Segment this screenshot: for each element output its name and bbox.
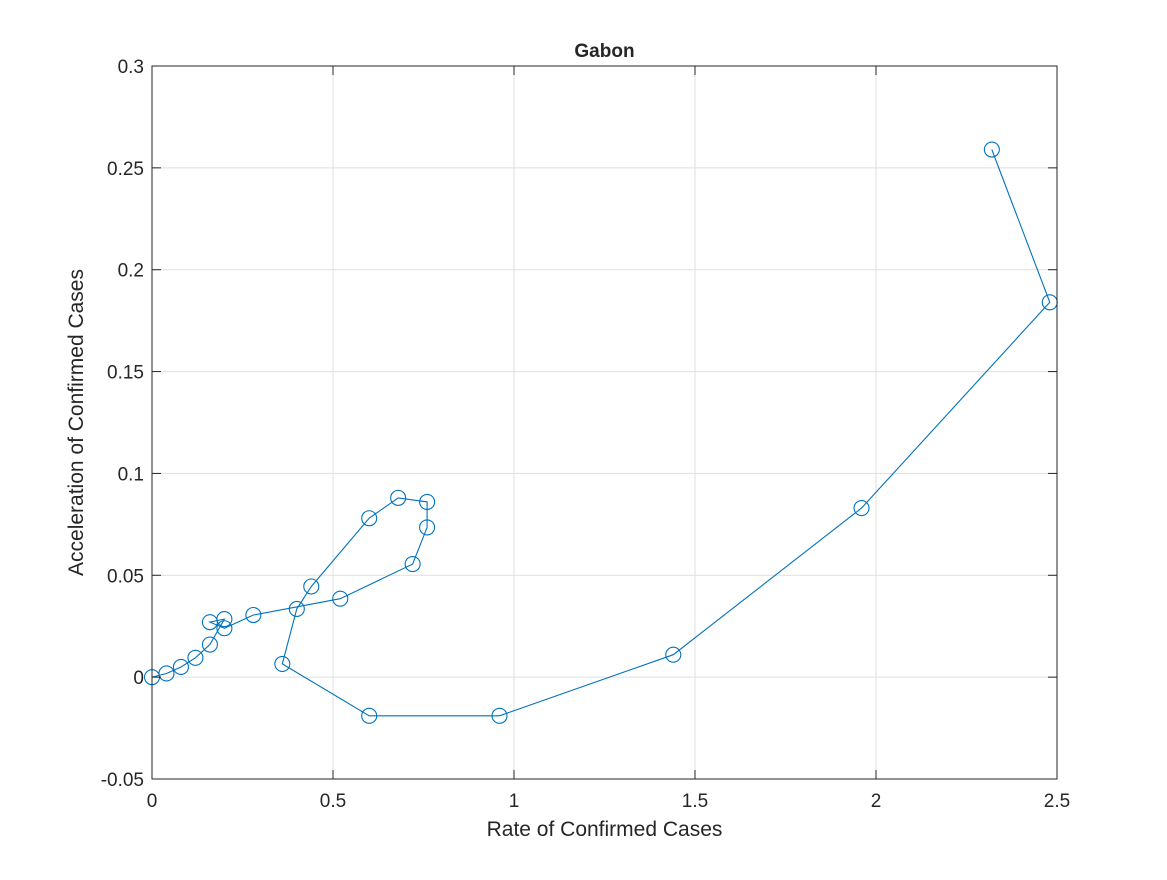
x-tick-label: 2 xyxy=(871,791,882,812)
data-point-marker xyxy=(390,489,407,506)
axes-background xyxy=(152,66,1057,779)
x-tick-label: 1.5 xyxy=(682,791,708,812)
x-tick-label: 0 xyxy=(147,791,158,812)
data-point-marker xyxy=(201,636,218,653)
y-tick-label: 0.1 xyxy=(118,464,144,485)
data-point-marker xyxy=(361,510,378,527)
data-point-marker xyxy=(665,646,682,663)
series-line xyxy=(151,149,1051,717)
x-axis-label: Rate of Confirmed Cases xyxy=(487,818,723,841)
y-tick-label: 0 xyxy=(133,668,144,689)
y-tick-label: -0.05 xyxy=(101,770,144,791)
x-tick-label: 0.5 xyxy=(320,791,346,812)
data-point-marker xyxy=(172,658,190,676)
y-tick-label: 0.25 xyxy=(107,159,144,180)
y-tick-label: 0.15 xyxy=(107,363,144,384)
x-tick-label: 1 xyxy=(509,791,520,812)
x-tick-label: 2.5 xyxy=(1044,791,1070,812)
data-point-marker xyxy=(983,141,1000,158)
data-point-marker xyxy=(216,620,233,637)
axes-box xyxy=(151,65,1058,780)
y-axis-label: Acceleration of Confirmed Cases xyxy=(65,269,88,576)
data-point-marker xyxy=(491,707,508,724)
data-point-marker xyxy=(404,556,421,573)
series-layer xyxy=(143,141,1058,724)
data-point-marker xyxy=(245,606,262,624)
data-point-marker xyxy=(361,707,378,724)
data-point-marker xyxy=(158,665,175,682)
y-tick-label: 0.3 xyxy=(118,57,144,78)
data-point-marker xyxy=(201,614,218,631)
chart-title: Gabon xyxy=(574,41,634,62)
data-point-marker xyxy=(419,519,436,536)
data-point-marker xyxy=(332,590,349,607)
data-point-marker xyxy=(274,655,291,672)
data-point-marker xyxy=(853,500,870,517)
y-tick-label: 0.05 xyxy=(107,566,144,587)
data-point-marker xyxy=(288,600,305,617)
data-point-marker xyxy=(303,578,320,595)
data-point-marker xyxy=(419,493,436,510)
data-point-marker xyxy=(187,649,204,666)
y-tick-label: 0.2 xyxy=(118,261,144,282)
